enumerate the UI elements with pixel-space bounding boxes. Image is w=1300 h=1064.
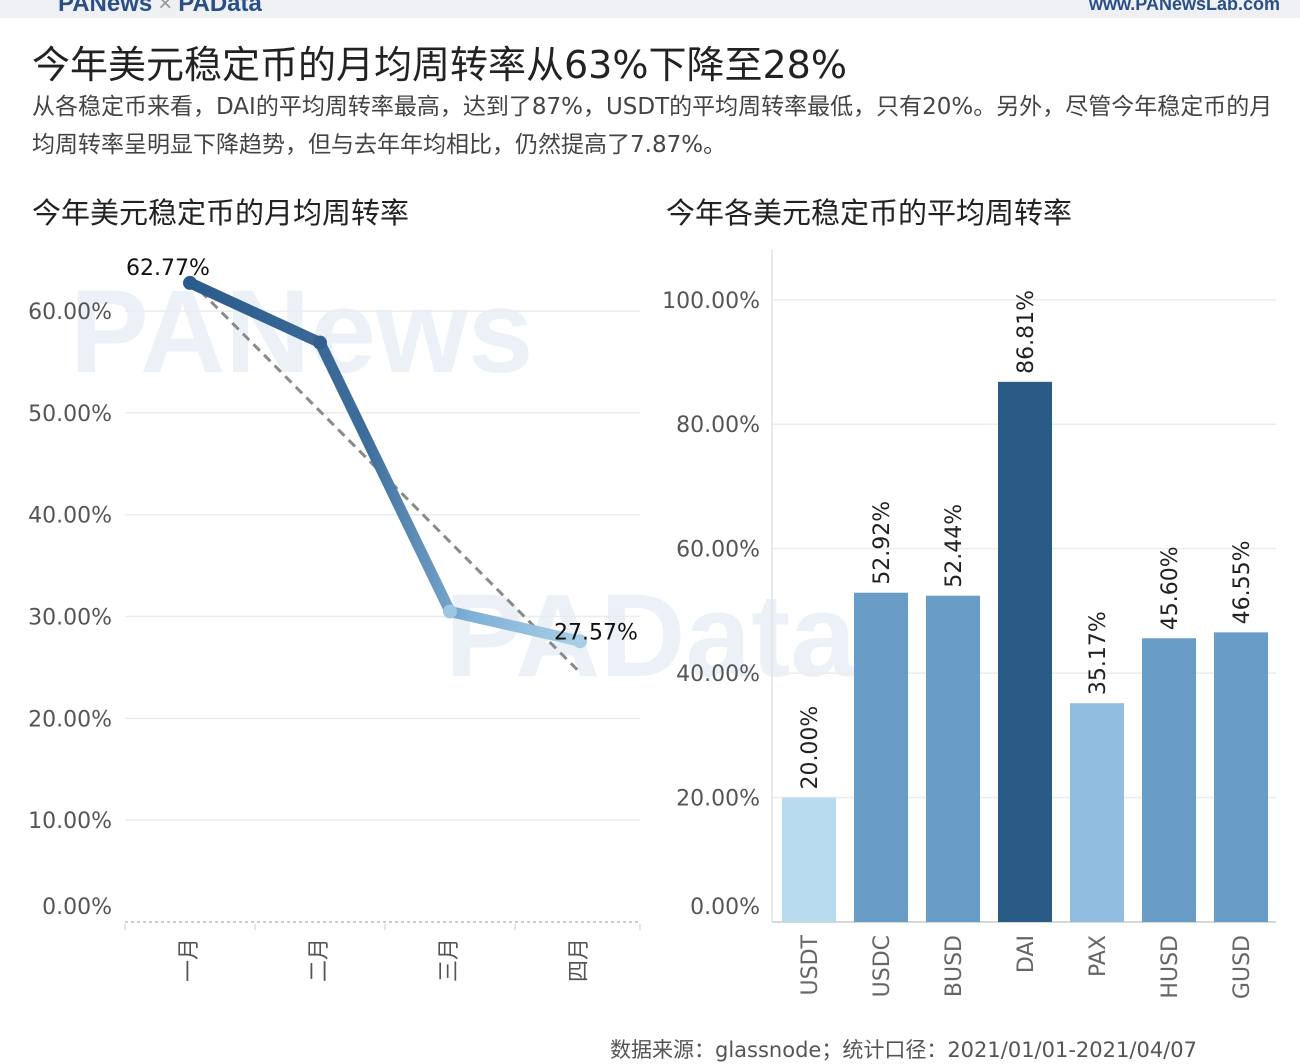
data-point — [573, 634, 587, 649]
y-tick-label: 100.00% — [662, 289, 760, 314]
brand-logo: PANews × PAData — [0, 0, 420, 18]
x-tick-label: DAI — [1014, 935, 1039, 973]
bar-value-label: 86.81% — [1014, 290, 1039, 374]
x-tick-label: GUSD — [1230, 935, 1255, 999]
series-line — [184, 277, 586, 647]
bar-gusd — [1214, 632, 1268, 922]
data-point — [183, 275, 197, 290]
x-tick-label: HUSD — [1158, 935, 1183, 999]
x-tick-label: USDT — [798, 934, 823, 995]
bar-value-label: 45.60% — [1158, 546, 1183, 630]
y-tick-label: 20.00% — [28, 707, 112, 732]
data-point — [443, 604, 457, 619]
x-tick-label: 二月 — [307, 938, 332, 982]
y-tick-label: 40.00% — [28, 504, 112, 529]
bar-dai — [998, 381, 1052, 922]
y-tick-label: 20.00% — [676, 787, 760, 812]
bar-husd — [1142, 638, 1196, 922]
bar-pax — [1070, 703, 1124, 922]
top-banner: PANews × PAData www.PANewsLab.com — [0, 0, 1300, 18]
bar-usdc — [854, 592, 908, 922]
x-tick-label: 一月 — [177, 938, 202, 982]
y-tick-label: 0.00% — [690, 895, 760, 920]
bar-usdt — [782, 797, 836, 922]
y-tick-label: 30.00% — [28, 606, 112, 631]
data-source-note: 数据来源：glassnode；统计口径：2021/01/01-2021/04/0… — [610, 1038, 1197, 1062]
site-url: www.PANewsLab.com — [1088, 0, 1280, 14]
data-label: 62.77% — [126, 256, 210, 281]
bar-value-label: 52.44% — [942, 504, 967, 588]
bar-busd — [926, 595, 980, 922]
bar-value-label: 46.55% — [1230, 540, 1255, 624]
y-tick-label: 60.00% — [28, 300, 112, 325]
x-tick-label: PAX — [1086, 935, 1111, 977]
line-chart: 0.00% 10.00% 20.00% 30.00% 40.00% 50.00% 60.00… — [28, 256, 641, 982]
x-tick-label: BUSD — [942, 935, 967, 997]
page-title: 今年美元稳定币的月均周转率从63%下降至28% — [32, 43, 847, 87]
x-tick-label: 四月 — [567, 938, 592, 982]
y-tick-label: 60.00% — [676, 538, 760, 563]
y-tick-label: 50.00% — [28, 402, 112, 427]
y-tick-label: 80.00% — [676, 413, 760, 438]
bar-value-label: 52.92% — [870, 501, 895, 585]
brand-panews: PANews — [58, 0, 153, 17]
brand-padata: PAData — [178, 0, 262, 17]
x-tick-label: USDC — [870, 935, 895, 997]
bar-value-label: 20.00% — [798, 706, 823, 790]
bar-value-label: 35.17% — [1086, 611, 1111, 695]
brand-separator: × — [158, 0, 173, 17]
x-tick-label: 三月 — [437, 938, 462, 982]
line-chart-title: 今年美元稳定币的月均周转率 — [32, 196, 410, 230]
watermark-padata: PAData — [445, 570, 857, 702]
data-point — [313, 335, 327, 350]
y-tick-label: 0.00% — [42, 895, 112, 920]
bar-chart-title: 今年各美元稳定币的平均周转率 — [666, 196, 1073, 230]
y-tick-label: 10.00% — [28, 809, 112, 834]
bar-chart: 0.00% 20.00% 40.00% 60.00% 80.00% 100.00% 20.0… — [662, 250, 1276, 999]
page-subtitle: 从各稳定币来看，DAI的平均周转率最高，达到了87%，USDT的平均周转率最低，… — [32, 94, 1273, 158]
y-tick-label: 40.00% — [676, 662, 760, 687]
data-label: 27.57% — [554, 620, 638, 645]
